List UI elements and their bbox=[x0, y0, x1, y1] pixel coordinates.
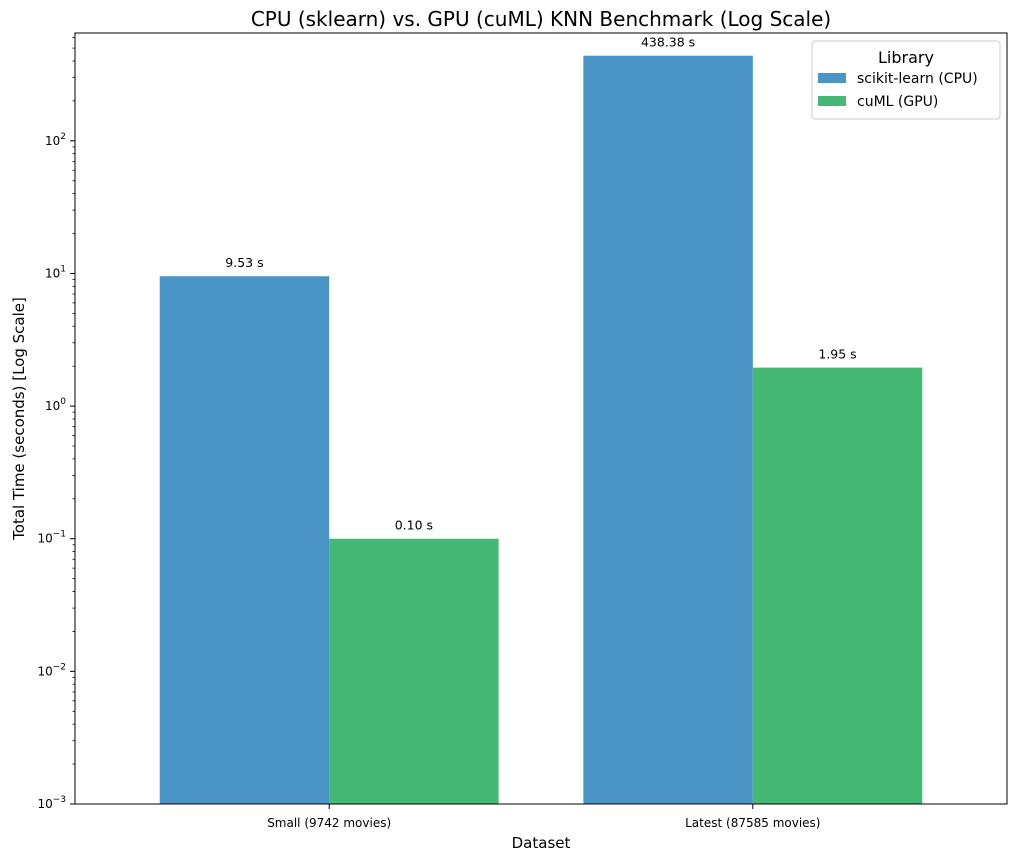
bar-cpu-1 bbox=[583, 55, 753, 804]
y-tick-label: 101 bbox=[45, 264, 66, 280]
chart-title: CPU (sklearn) vs. GPU (cuML) KNN Benchma… bbox=[251, 7, 831, 31]
legend-swatch bbox=[818, 96, 846, 106]
legend-entry-label: cuML (GPU) bbox=[857, 94, 938, 110]
y-tick-label: 10−1 bbox=[37, 530, 66, 546]
bar-gpu-1 bbox=[752, 367, 923, 804]
bar-gpu-0 bbox=[329, 538, 499, 804]
legend: Library scikit-learn (CPU) cuML (GPU) bbox=[811, 40, 1001, 120]
plot-frame bbox=[74, 32, 1008, 805]
bar-value-label: 9.53 s bbox=[225, 255, 263, 270]
y-axis-title: Total Time (seconds) [Log Scale] bbox=[10, 297, 28, 541]
legend-swatch bbox=[818, 73, 846, 83]
bar-value-label: 1.95 s bbox=[818, 347, 856, 362]
plot-area: 9.53 s 0.10 s 438.38 s 1.95 s bbox=[159, 35, 923, 804]
bar-value-label: 438.38 s bbox=[641, 35, 695, 50]
legend-entry-label: scikit-learn (CPU) bbox=[857, 71, 978, 87]
legend-box bbox=[811, 40, 1001, 120]
bar-value-label: 0.10 s bbox=[395, 518, 433, 533]
bar-cpu-0 bbox=[159, 276, 330, 804]
y-tick-label: 102 bbox=[45, 132, 66, 148]
x-tick-label: Latest (87585 movies) bbox=[685, 816, 820, 830]
x-tick-label: Small (9742 movies) bbox=[267, 816, 391, 830]
y-tick-label: 100 bbox=[45, 397, 66, 413]
y-tick-label: 10−3 bbox=[37, 795, 66, 811]
x-axis-title: Dataset bbox=[512, 834, 571, 852]
legend-title: Library bbox=[878, 48, 934, 67]
y-tick-label: 10−2 bbox=[37, 662, 66, 678]
